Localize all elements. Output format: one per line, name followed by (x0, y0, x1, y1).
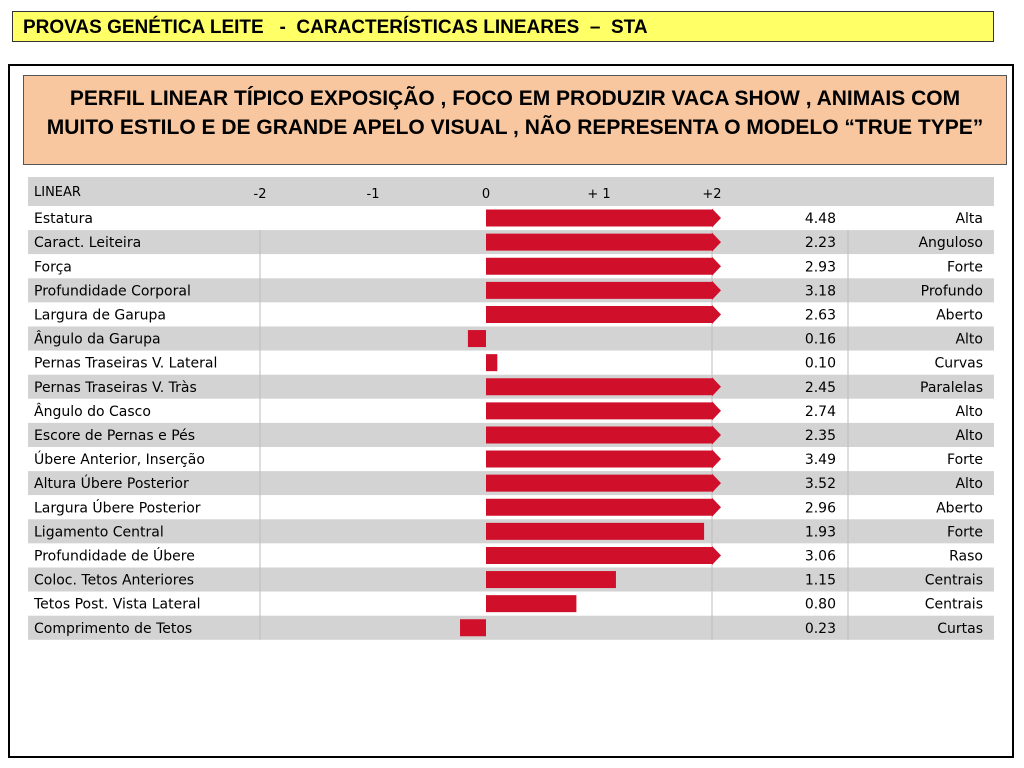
bar (467, 330, 486, 348)
descriptor-label: Curvas (934, 356, 983, 372)
descriptor-label: Forte (947, 259, 983, 275)
category-label: Pernas Traseiras V. Lateral (34, 356, 217, 372)
descriptor-label: Alta (955, 211, 983, 227)
bar (486, 377, 721, 397)
bar (486, 545, 721, 565)
descriptor-label: Forte (947, 524, 983, 540)
bar (486, 256, 721, 276)
category-label: Altura Úbere Posterior (34, 474, 189, 492)
bar (486, 425, 721, 445)
value-label: 3.52 (805, 476, 836, 492)
axis-tick-label: 0 (482, 187, 490, 202)
descriptor-label: Alto (955, 332, 983, 348)
column-header-linear: LINEAR (34, 185, 81, 200)
descriptor-label: Anguloso (918, 235, 983, 251)
category-label: Caract. Leiteira (34, 235, 141, 251)
category-label: Ângulo do Casco (34, 402, 151, 420)
page-title: PROVAS GENÉTICA LEITE - CARACTERÍSTICAS … (12, 11, 994, 42)
row-stripe (28, 350, 994, 375)
value-label: 2.23 (805, 235, 836, 251)
row-stripe (28, 326, 994, 351)
category-label: Comprimento de Tetos (34, 621, 192, 637)
value-label: 2.93 (805, 259, 836, 275)
value-label: 4.48 (805, 211, 836, 227)
category-label: Estatura (34, 211, 93, 227)
header-band (28, 177, 994, 206)
value-label: 3.06 (805, 548, 836, 564)
value-label: 1.93 (805, 524, 836, 540)
value-label: 0.23 (805, 621, 836, 637)
value-label: 1.15 (805, 573, 836, 589)
descriptor-label: Centrais (925, 597, 983, 613)
category-label: Ângulo da Garupa (34, 330, 161, 348)
category-label: Pernas Traseiras V. Tràs (34, 380, 197, 396)
category-label: Largura Úbere Posterior (34, 498, 201, 516)
category-label: Coloc. Tetos Anteriores (34, 573, 194, 589)
descriptor-label: Alto (955, 476, 983, 492)
value-label: 2.74 (805, 404, 836, 420)
bar (460, 619, 486, 637)
category-label: Força (34, 259, 72, 275)
bars (460, 208, 721, 637)
bar (486, 304, 721, 324)
bar (486, 595, 577, 613)
row-labels: Estatura 4.48 Alta Caract. Leiteira 2.23 Angu… (33, 211, 983, 637)
descriptor-label: Raso (949, 548, 983, 564)
category-label: Tetos Post. Vista Lateral (33, 597, 200, 613)
row-stripe (28, 615, 994, 640)
value-label: 2.96 (805, 500, 836, 516)
chart-subtitle: PERFIL LINEAR TÍPICO EXPOSIÇÃO , FOCO EM… (23, 75, 1007, 165)
descriptor-label: Paralelas (920, 380, 983, 396)
chart-header: LINEAR -2 -1 0 + 1 +2 (34, 185, 722, 202)
bar (486, 208, 721, 228)
descriptor-label: Curtas (937, 621, 983, 637)
value-label: 2.35 (805, 428, 836, 444)
bar (486, 522, 705, 540)
value-label: 2.63 (805, 307, 836, 323)
descriptor-label: Aberto (936, 307, 983, 323)
bar (486, 354, 498, 372)
subtitle-line-1: PERFIL LINEAR TÍPICO EXPOSIÇÃO , FOCO EM… (69, 87, 961, 110)
bar (486, 473, 721, 493)
category-label: Úbere Anterior, Inserção (34, 450, 205, 468)
bar (486, 449, 721, 469)
subtitle-line-2: MUITO ESTILO E DE GRANDE APELO VISUAL , … (46, 116, 984, 139)
category-label: Escore de Pernas e Pés (34, 428, 195, 444)
descriptor-label: Aberto (936, 500, 983, 516)
descriptor-label: Alto (955, 404, 983, 420)
bar (486, 571, 616, 589)
axis-tick-label: +2 (702, 187, 721, 202)
bar (486, 401, 721, 421)
descriptor-label: Profundo (921, 283, 983, 299)
category-label: Profundidade de Úbere (34, 546, 195, 564)
category-label: Profundidade Corporal (34, 283, 191, 299)
axis-tick-label: + 1 (587, 187, 610, 202)
descriptor-label: Centrais (925, 573, 983, 589)
descriptor-label: Alto (955, 428, 983, 444)
value-label: 3.18 (805, 283, 836, 299)
axis-tick-label: -2 (254, 187, 267, 202)
value-label: 0.10 (805, 356, 836, 372)
axis-tick-label: -1 (367, 187, 380, 202)
descriptor-label: Forte (947, 452, 983, 468)
category-label: Ligamento Central (34, 524, 164, 540)
bar (486, 280, 721, 300)
value-label: 0.80 (805, 597, 836, 613)
value-label: 0.16 (805, 332, 836, 348)
value-label: 2.45 (805, 380, 836, 396)
bar (486, 232, 721, 252)
category-label: Largura de Garupa (34, 307, 166, 323)
bar (486, 497, 721, 517)
value-label: 3.49 (805, 452, 836, 468)
